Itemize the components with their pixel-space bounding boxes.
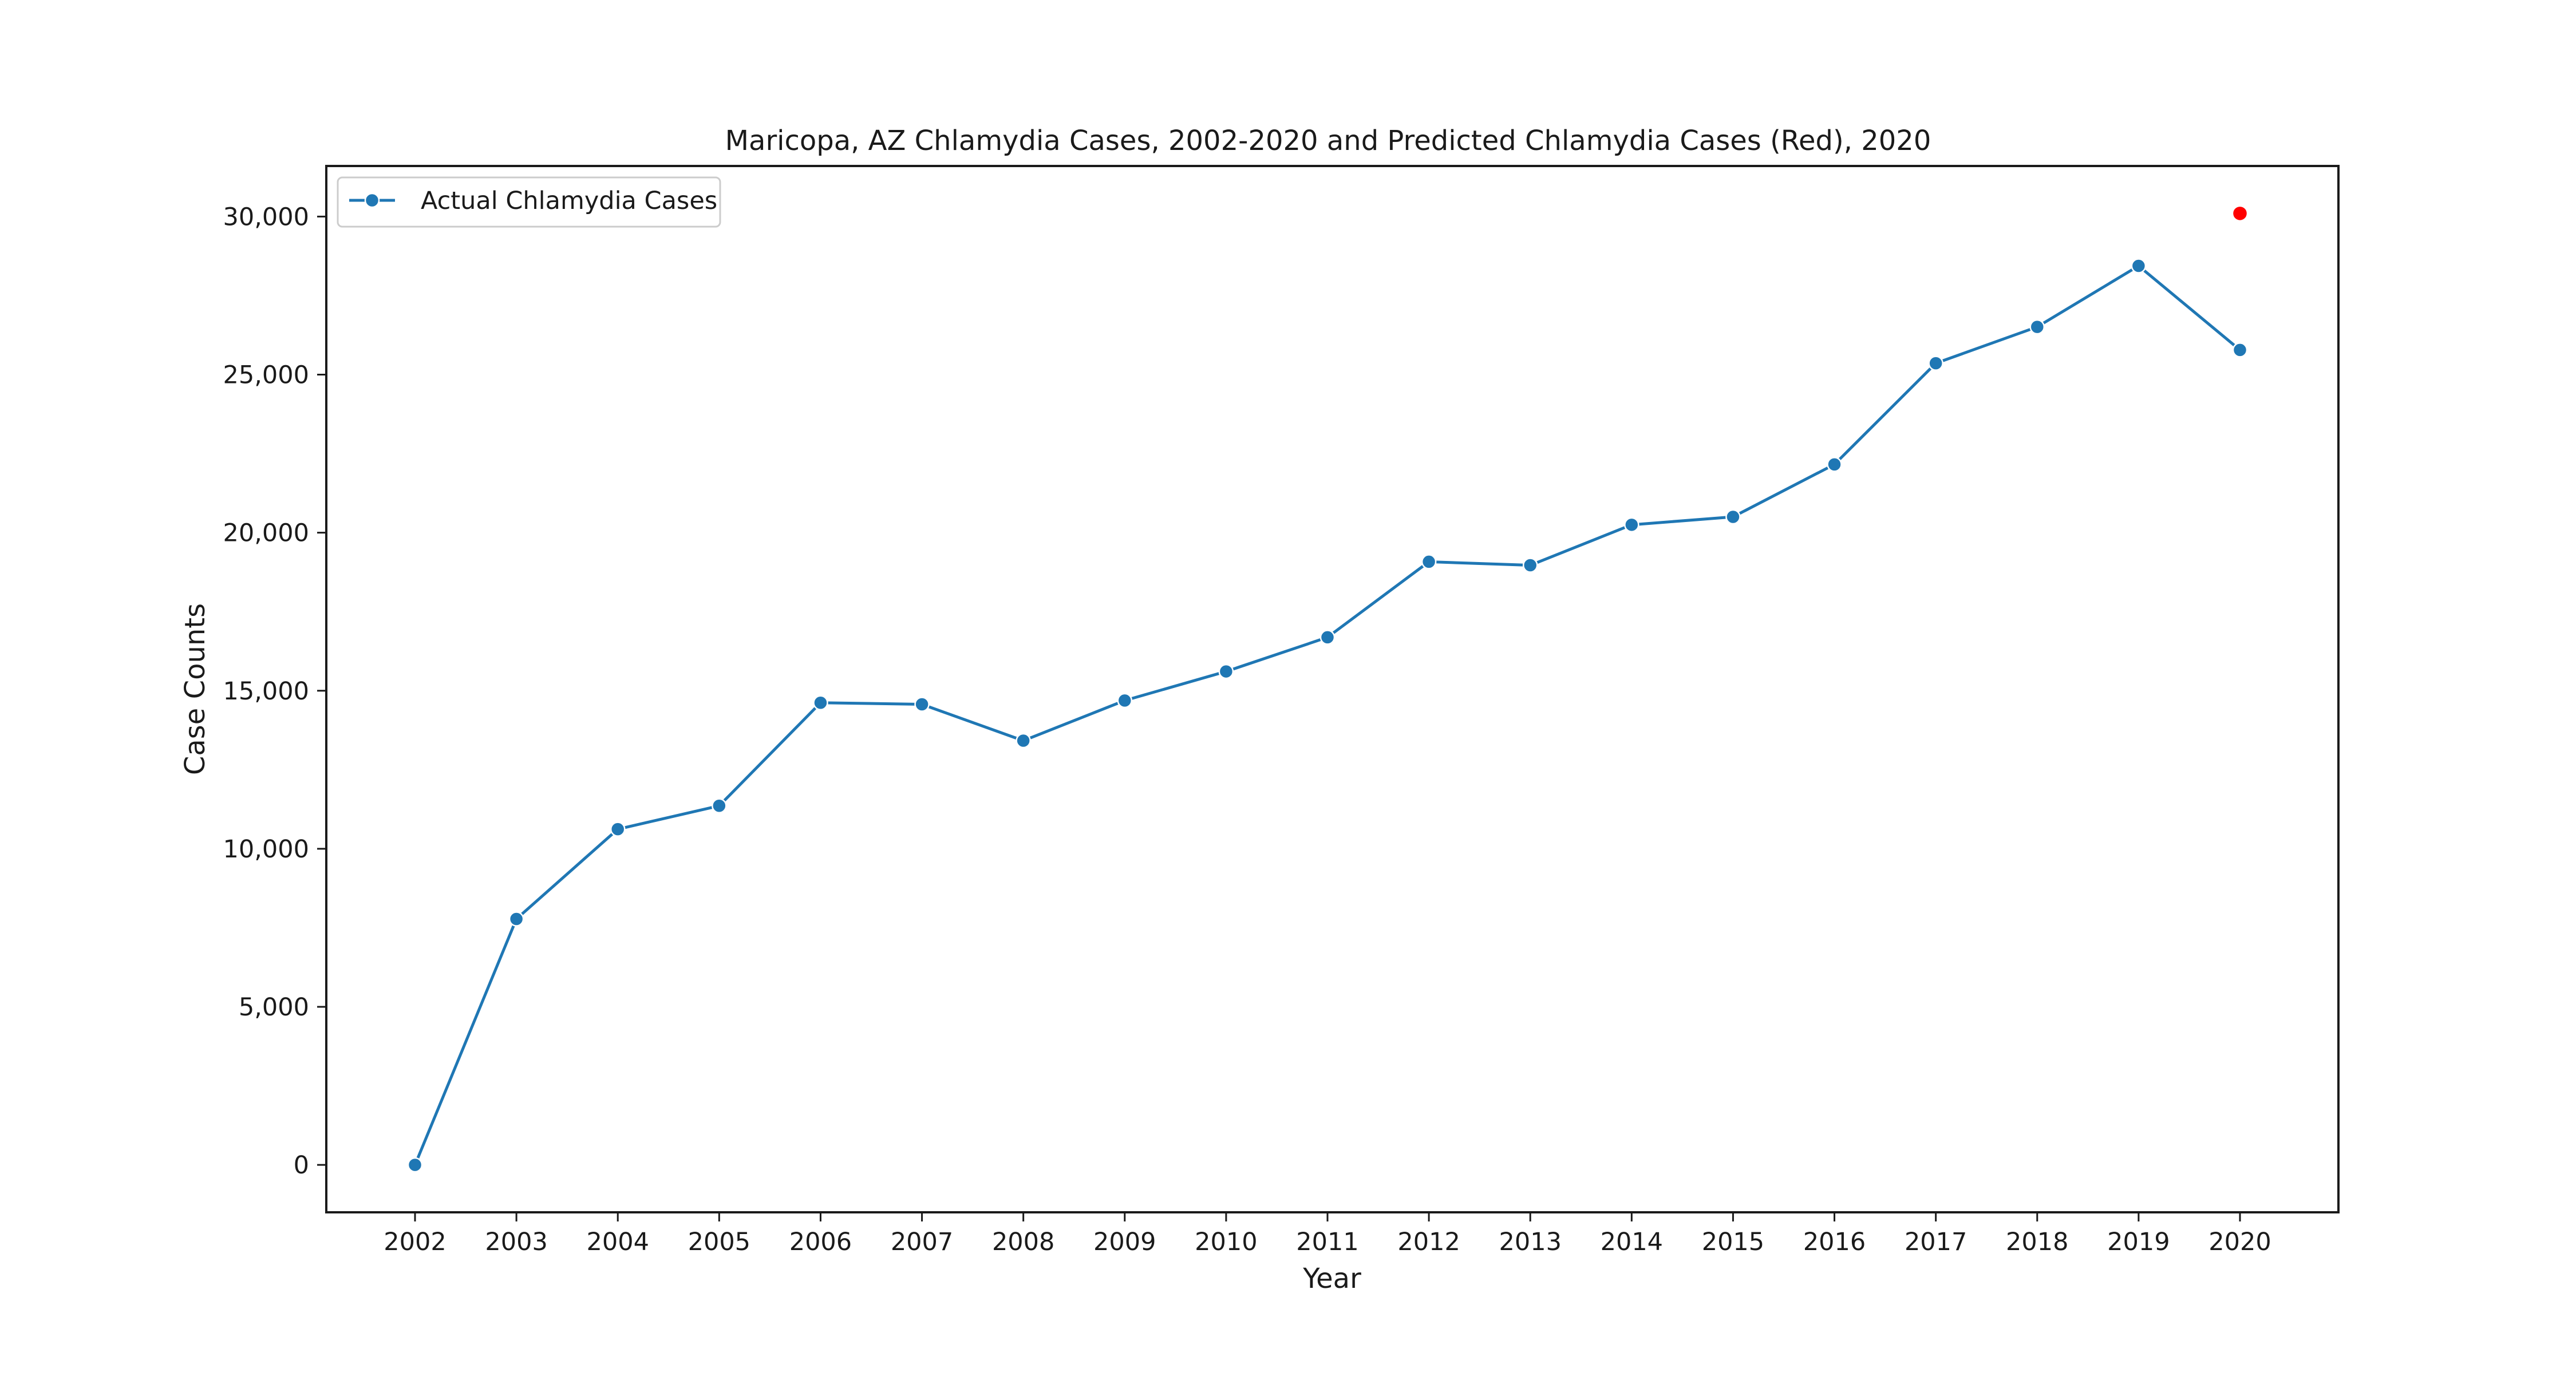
data-point-actual: [1117, 693, 1133, 709]
data-point-actual: [1522, 557, 1538, 573]
data-point-actual: [2232, 342, 2248, 358]
data-point-actual: [2029, 319, 2045, 335]
x-tick-label: 2014: [1601, 1228, 1663, 1256]
legend-box: [337, 176, 721, 228]
x-tick-label: 2017: [1905, 1228, 1967, 1256]
series-line-actual: [413, 264, 2241, 1166]
data-point-actual: [712, 798, 727, 814]
y-tick-label: 10,000: [223, 835, 309, 864]
x-tick-label: 2011: [1296, 1228, 1358, 1256]
x-tick-label: 2004: [587, 1228, 649, 1256]
data-point-actual: [914, 697, 930, 712]
x-tick-label: 2007: [891, 1228, 953, 1256]
y-tick-label: 15,000: [223, 677, 309, 706]
y-tick-label: 0: [294, 1151, 309, 1180]
legend-marker: [364, 192, 380, 208]
chart-title: Maricopa, AZ Chlamydia Cases, 2002-2020 …: [725, 125, 1931, 157]
legend: Actual Chlamydia Cases: [337, 176, 721, 228]
x-tick-label: 2009: [1093, 1228, 1156, 1256]
x-axis: 2002 2003 2004 2005 2006 2007 2008 2009 2010 2011…: [384, 1212, 2271, 1256]
plot-frame: [325, 165, 2340, 1213]
y-tick-label: 25,000: [223, 361, 309, 389]
x-tick-label: 2018: [2006, 1228, 2068, 1256]
data-point-actual: [407, 1157, 423, 1173]
x-tick-label: 2003: [485, 1228, 547, 1256]
y-axis-title: Case Counts: [179, 603, 211, 775]
x-tick-label: 2008: [992, 1228, 1054, 1256]
data-point-actual: [610, 821, 626, 837]
data-point-actual: [1319, 630, 1336, 645]
data-point-actual: [2131, 258, 2147, 274]
y-tick-label: 20,000: [223, 519, 309, 548]
data-point-actual: [813, 695, 828, 710]
data-point-actual: [1016, 733, 1031, 749]
x-tick-label: 2013: [1499, 1228, 1562, 1256]
data-point-actual: [1624, 517, 1639, 533]
x-tick-label: 2019: [2107, 1228, 2170, 1256]
x-tick-label: 2010: [1195, 1228, 1257, 1256]
y-tick-label: 30,000: [223, 203, 309, 231]
data-point-predicted: [2231, 205, 2249, 222]
plot-area: [407, 205, 2249, 1173]
x-tick-label: 2002: [384, 1228, 446, 1256]
x-tick-label: 2020: [2208, 1228, 2271, 1256]
y-axis: 0 5,000 10,000 15,000 20,000 25,000 30,000: [223, 203, 326, 1180]
data-point-actual: [1725, 509, 1741, 525]
x-tick-label: 2015: [1702, 1228, 1764, 1256]
data-point-actual: [1928, 355, 1943, 371]
data-point-actual: [508, 911, 524, 927]
data-point-actual: [1218, 663, 1234, 679]
x-tick-label: 2005: [688, 1228, 750, 1256]
data-point-actual: [1421, 554, 1437, 570]
x-axis-title: Year: [1302, 1263, 1361, 1295]
x-tick-label: 2016: [1803, 1228, 1866, 1256]
data-point-actual: [1827, 457, 1842, 472]
legend-label: Actual Chlamydia Cases: [421, 187, 717, 215]
x-tick-label: 2006: [789, 1228, 852, 1256]
y-tick-label: 5,000: [239, 993, 309, 1022]
x-tick-label: 2012: [1397, 1228, 1460, 1256]
